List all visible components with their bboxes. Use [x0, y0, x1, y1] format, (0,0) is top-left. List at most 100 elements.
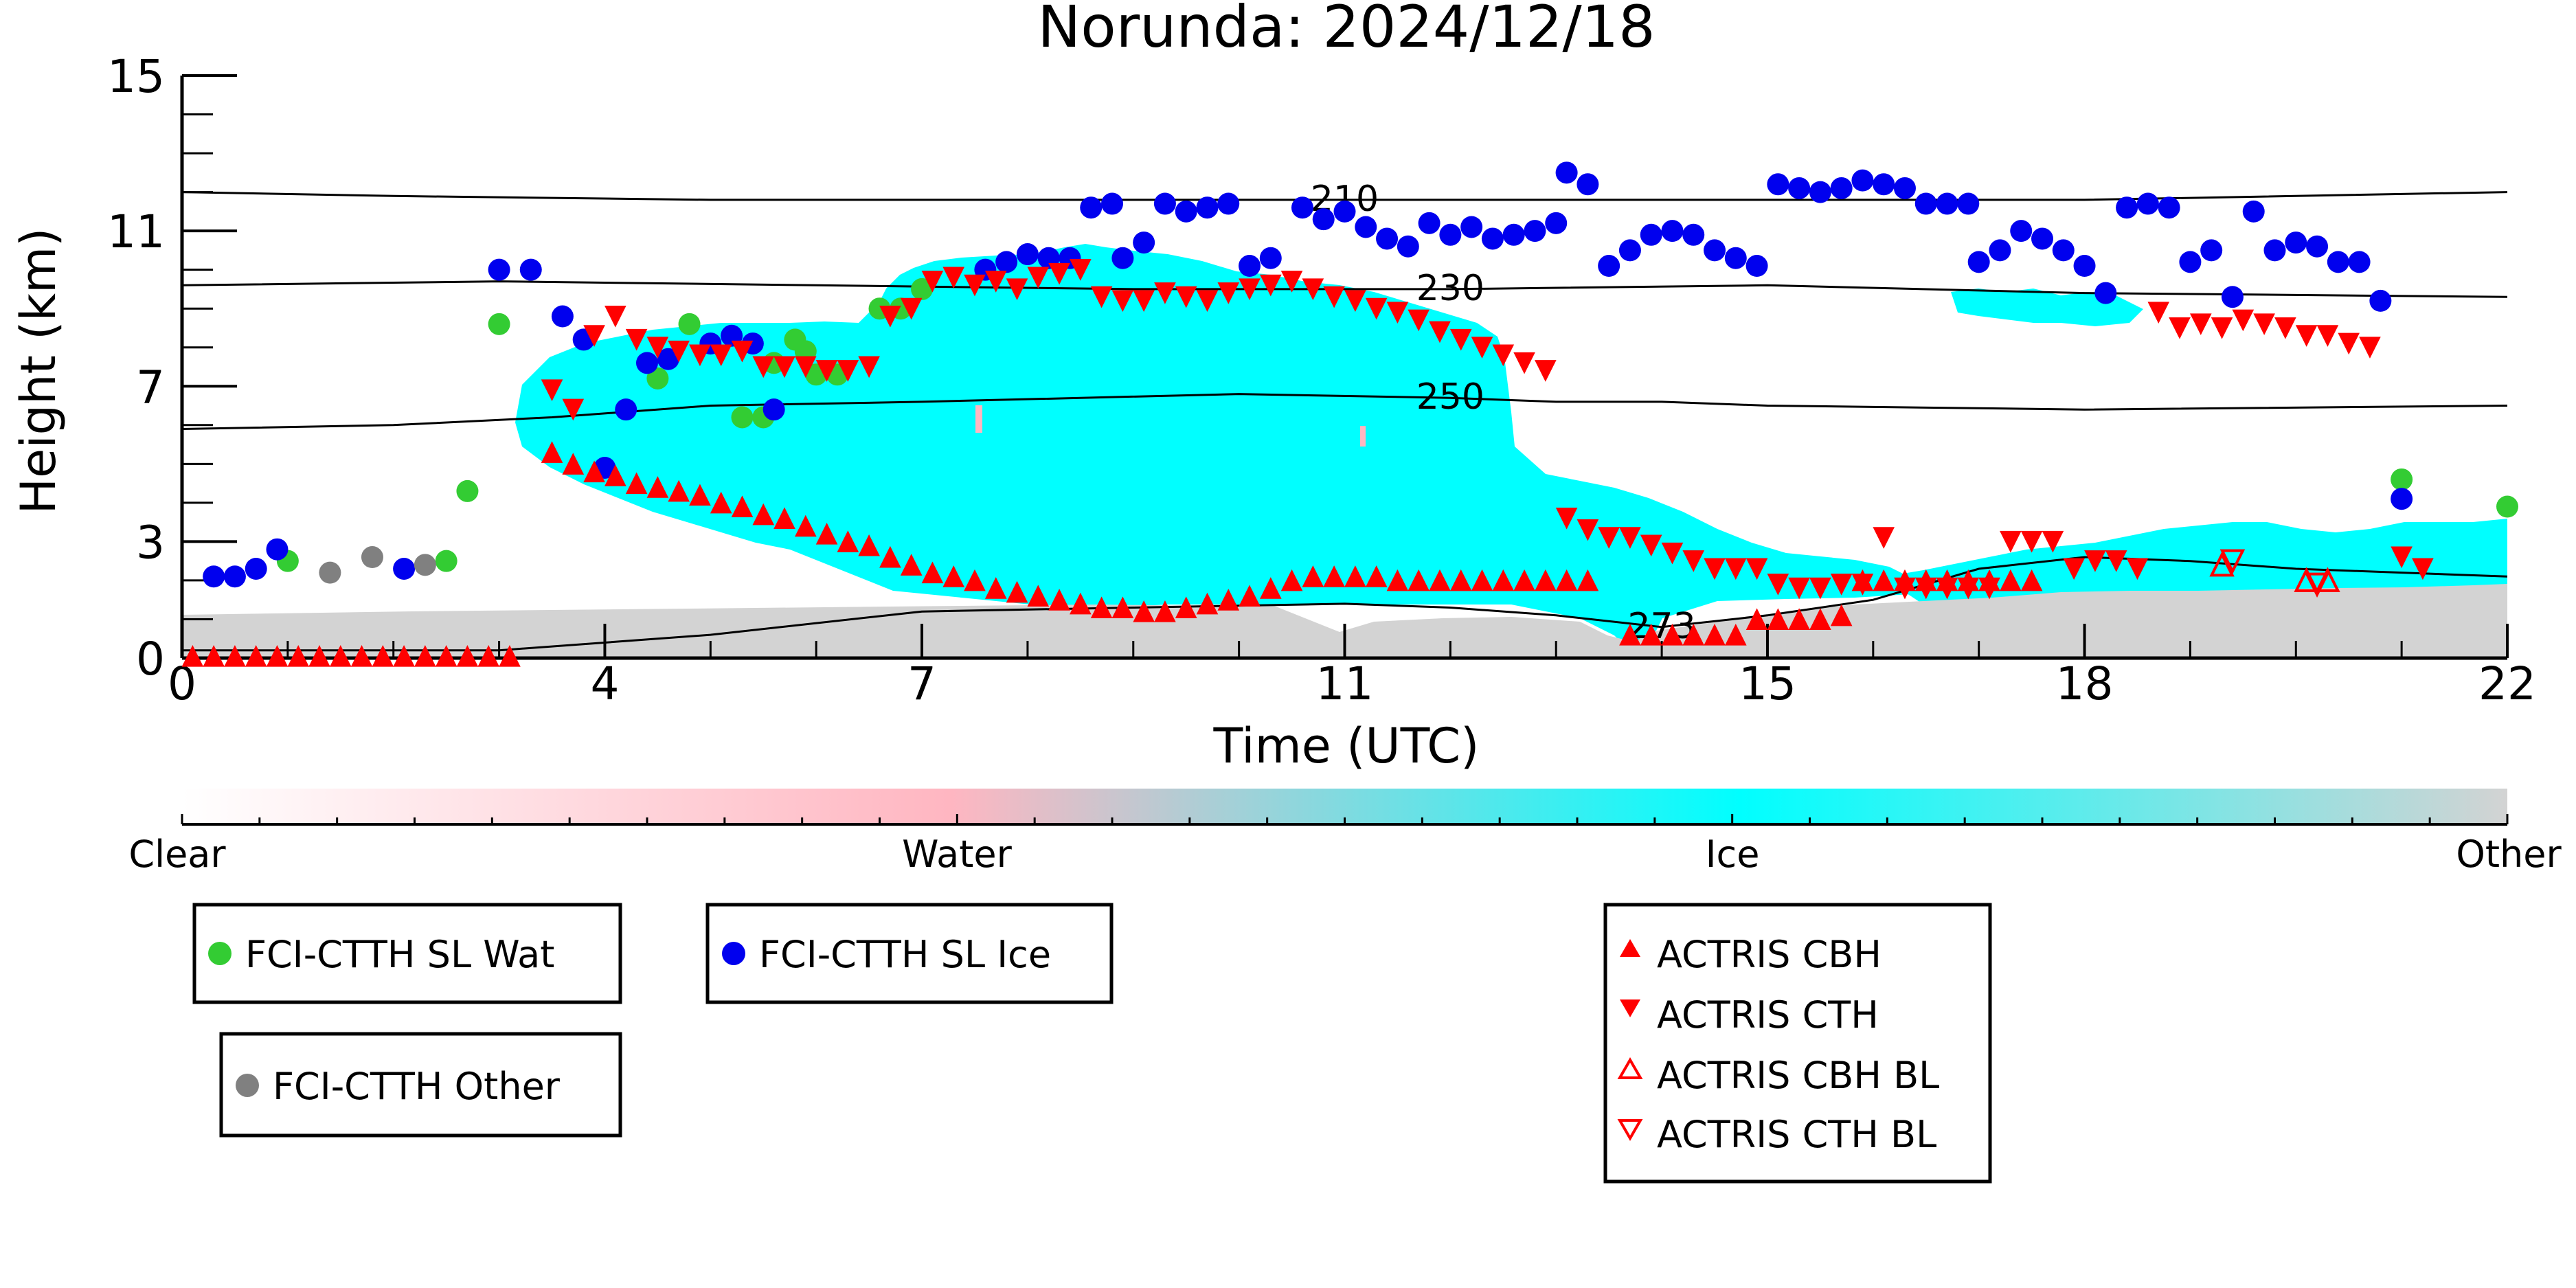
point-actris-cbh [837, 530, 859, 552]
point-actris-cbh [414, 645, 436, 667]
other-surface-layer [182, 584, 2507, 658]
point-actris-cbh-bl [2294, 567, 2319, 592]
point-fci-ctth-sl-ice [1957, 192, 1980, 215]
point-fci-ctth-sl-ice [1989, 239, 2011, 262]
point-actris-cth [2211, 317, 2233, 339]
point-actris-cbh [1724, 623, 1747, 646]
point-fci-ctth-sl-ice [1788, 177, 1811, 199]
point-fci-ctth-sl-ice [1397, 235, 1419, 258]
point-actris-cbh [1535, 569, 1557, 591]
point-actris-cth [625, 328, 648, 351]
point-actris-cth [2126, 558, 2149, 580]
point-fci-ctth-sl-ice [1555, 161, 1578, 184]
point-actris-cth [815, 360, 838, 382]
point-actris-cbh [1513, 569, 1535, 591]
point-fci-ctth-sl-ice [762, 398, 785, 421]
point-actris-cbh [710, 491, 732, 514]
point-actris-cbh [1344, 565, 1366, 587]
point-actris-cth [1070, 259, 1092, 281]
point-actris-cbh [1365, 565, 1388, 587]
point-fci-ctth-sl-wat [2496, 495, 2518, 518]
point-actris-cbh [1323, 565, 1345, 587]
point-actris-cbh [1196, 592, 1219, 615]
water-cloud-speckle [975, 405, 982, 433]
point-fci-ctth-sl-ice [1524, 220, 1546, 242]
point-actris-cth [1577, 519, 1599, 541]
point-fci-ctth-sl-ice [1153, 192, 1176, 215]
point-actris-cth [646, 337, 669, 359]
point-fci-ctth-sl-ice [266, 538, 289, 561]
point-actris-cbh [1175, 596, 1197, 619]
point-fci-ctth-sl-ice [2031, 227, 2053, 250]
point-actris-cth [1767, 574, 1789, 596]
point-actris-cbh [1661, 623, 1684, 646]
point-actris-cth [2042, 530, 2064, 553]
point-actris-cth [1323, 286, 1345, 308]
point-fci-ctth-sl-ice [519, 258, 542, 281]
point-actris-cbh [1280, 569, 1303, 591]
point-actris-cth [562, 398, 585, 421]
point-actris-cth [984, 271, 1007, 293]
point-actris-cbh [1577, 569, 1599, 591]
point-fci-ctth-sl-ice [245, 557, 267, 580]
point-fci-ctth-sl-ice [1545, 212, 1568, 234]
point-actris-cbh [266, 645, 289, 667]
point-actris-cbh [1429, 569, 1451, 591]
point-fci-ctth-other [319, 561, 341, 584]
point-actris-cbh [1217, 589, 1240, 611]
point-actris-cbh [1471, 569, 1493, 591]
point-actris-cth [2020, 530, 2043, 553]
point-actris-cth [1175, 286, 1197, 308]
legend-marker-other [236, 1074, 259, 1097]
legend-label-ice: FCI-CTTH SL Ice [759, 933, 1051, 976]
point-actris-cth-bl [2219, 549, 2246, 575]
point-actris-cbh [541, 441, 563, 463]
ice-cloud-upper [1951, 289, 2143, 326]
point-actris-cbh [625, 472, 648, 495]
point-fci-ctth-sl-ice [2369, 289, 2392, 312]
point-actris-cth [1619, 527, 1641, 549]
point-actris-cth-bl [2304, 572, 2330, 598]
point-actris-cth [2105, 550, 2127, 572]
legend-box-ice: FCI-CTTH SL Ice [705, 903, 1114, 1004]
point-fci-ctth-sl-ice [1418, 212, 1440, 234]
point-fci-ctth-sl-ice [2327, 251, 2349, 273]
point-fci-ctth-sl-ice [2200, 239, 2223, 262]
legend-label-cth-bl: ACTRIS CTH BL [1657, 1113, 1936, 1156]
point-fci-ctth-sl-ice [2158, 196, 2180, 219]
point-actris-cth [1745, 558, 1768, 580]
point-actris-cbh [646, 476, 669, 498]
legend-label-wat: FCI-CTTH SL Wat [245, 933, 554, 976]
point-fci-ctth-sl-ice [1893, 177, 1916, 199]
point-actris-cth [2412, 558, 2434, 580]
point-actris-cth [1090, 286, 1113, 308]
legend-frame [1603, 903, 1992, 1184]
point-fci-ctth-sl-ice [2136, 192, 2159, 215]
point-fci-ctth-sl-ice [1481, 227, 1504, 250]
point-fci-ctth-sl-ice [488, 258, 510, 281]
point-fci-ctth-sl-wat [488, 313, 510, 335]
legend-box-wat: FCI-CTTH SL Wat [192, 903, 622, 1004]
point-fci-ctth-sl-ice [2391, 488, 2413, 510]
point-actris-cbh [1408, 569, 1430, 591]
point-fci-ctth-sl-ice [393, 557, 416, 580]
point-fci-ctth-sl-ice [1133, 231, 1155, 254]
point-fci-ctth-sl-ice [551, 305, 574, 328]
point-actris-cbh [2000, 569, 2022, 591]
point-actris-cth [1598, 527, 1620, 549]
point-actris-cbh [1090, 596, 1113, 619]
legend-box-actris: ACTRIS CBH ACTRIS CTH ACTRIS CBH BL ACTR… [1603, 903, 1992, 1184]
point-actris-cbh [181, 645, 204, 667]
point-actris-cth [1154, 282, 1176, 304]
point-actris-cth [1492, 344, 1515, 367]
chart-title: Norunda: 2024/12/18 [1037, 0, 1655, 60]
point-actris-cth [689, 344, 711, 367]
point-fci-ctth-sl-ice [1502, 223, 1525, 246]
point-actris-cth [583, 325, 605, 347]
point-fci-ctth-sl-ice [1598, 255, 1620, 278]
point-actris-cth [752, 356, 775, 379]
point-actris-cth [2295, 325, 2318, 347]
point-actris-cth [2316, 325, 2339, 347]
point-fci-ctth-sl-ice [1101, 192, 1123, 215]
